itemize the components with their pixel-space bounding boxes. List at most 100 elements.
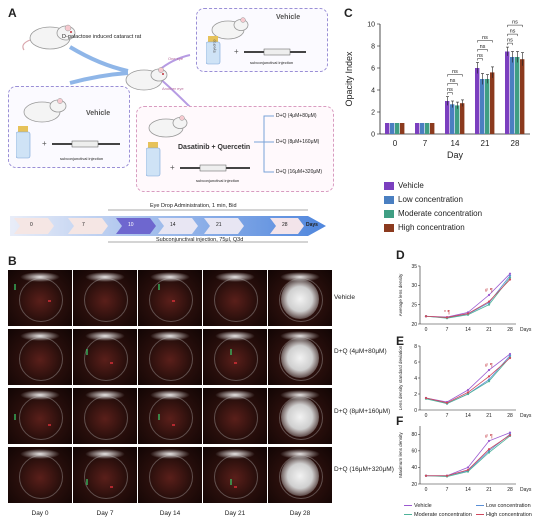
timeline-day-7: 7	[82, 222, 85, 228]
data-point	[487, 451, 491, 454]
photo-row-label-vehicle: Vehicle	[334, 294, 355, 301]
data-point	[424, 315, 428, 318]
y-tick-label: 4	[371, 88, 375, 95]
slit-lamp-photo	[268, 270, 332, 326]
data-point	[508, 354, 512, 357]
panel-label-f: F	[396, 414, 404, 428]
slit-lamp-photo	[203, 270, 267, 326]
y-tick-label: 2	[371, 110, 375, 117]
y-tick-label: 60	[411, 449, 417, 455]
line-legend-item: Moderate concentration	[404, 512, 472, 518]
x-tick-label: 7	[446, 487, 449, 493]
panel-label-b: B	[8, 254, 17, 268]
line-legend-label: High concentration	[486, 512, 532, 518]
significance-bracket	[507, 33, 518, 37]
slit-lamp-photo	[8, 388, 72, 444]
significance-bracket	[447, 74, 463, 77]
panel-label-a: A	[8, 6, 17, 20]
series-line	[425, 357, 511, 404]
legend-label: Vehicle	[398, 181, 424, 190]
bar	[515, 57, 520, 134]
photo-col-label-day21: Day 21	[224, 510, 246, 517]
data-point	[424, 396, 428, 400]
series-line	[425, 355, 511, 405]
legend-label: Moderate concentration	[398, 209, 483, 218]
y-tick-label: 8	[414, 344, 417, 350]
significance-mark: ¶	[490, 363, 493, 369]
x-tick-label: 21	[486, 487, 492, 493]
data-point	[508, 278, 512, 281]
slit-lamp-photo	[8, 447, 72, 503]
another-eye-label: Another eye	[162, 86, 184, 91]
x-axis-label: Day	[447, 150, 464, 160]
line-legend-label: Vehicle	[414, 503, 432, 509]
x-tick-label: 28	[507, 327, 513, 333]
x-tick-label: 7	[423, 139, 428, 148]
svg-text:+: +	[170, 163, 175, 172]
maximum-lens-density-chart: 20 40 60 80 Maximum lens density 0 7 14 21 28 Days…	[398, 426, 532, 493]
data-point	[487, 380, 491, 383]
y-tick-label: 8	[371, 44, 375, 51]
data-point	[487, 300, 491, 303]
significance-label: ns	[482, 35, 488, 41]
eyedrop-and-syringe-right: +	[206, 36, 306, 65]
data-point	[508, 272, 512, 275]
bar	[445, 101, 450, 134]
data-point	[466, 466, 470, 469]
bar	[430, 123, 435, 134]
x-tick-label: 14	[465, 327, 471, 333]
rat-illustration-right	[211, 17, 249, 40]
legend-swatch	[384, 210, 394, 218]
timeline-day-10: 10	[128, 222, 134, 228]
significance-label: ns	[452, 69, 458, 75]
rat-illustration-treatment	[148, 115, 188, 138]
x-tick-label: 21	[481, 139, 490, 148]
y-tick-label: 0	[371, 132, 375, 139]
one-eye-label: One eye	[168, 56, 184, 61]
significance-label: ns	[450, 78, 456, 84]
line-legend-label: Moderate concentration	[414, 512, 472, 518]
line-legend-label: Low concentration	[486, 503, 531, 509]
rat-illustration-left	[23, 98, 67, 123]
line-legend-swatch	[404, 514, 412, 516]
x-axis-label: Days	[520, 413, 532, 419]
timeline-day-0: 0	[30, 222, 33, 228]
subconj-label-left: subconjunctival injection	[60, 156, 104, 161]
y-tick-label: 80	[411, 432, 417, 438]
bar	[485, 79, 490, 134]
slit-lamp-photo	[268, 447, 332, 503]
significance-label: ns	[477, 53, 483, 59]
x-tick-label: 7	[446, 413, 449, 419]
legend-label: High concentration	[398, 223, 465, 232]
data-point	[466, 391, 470, 394]
photo-col-label-day7: Day 7	[96, 510, 114, 517]
x-tick-label: 0	[425, 327, 428, 333]
y-tick-label: 10	[367, 22, 375, 29]
photo-row-label-moderate: D+Q (8μM+160μM)	[334, 408, 391, 415]
data-point	[487, 448, 491, 451]
significance-bracket	[477, 49, 488, 52]
panel-label-d: D	[396, 248, 405, 262]
slit-lamp-photo	[138, 447, 202, 503]
photo-col-label-day0: Day 0	[31, 510, 49, 517]
slit-lamp-photo	[73, 270, 137, 326]
slit-lamp-photo	[8, 329, 72, 385]
x-tick-label: 28	[511, 139, 520, 148]
dose-low: D+Q (4μM+80μM)	[276, 113, 317, 119]
x-axis-label: Days	[520, 487, 532, 493]
data-point	[466, 392, 470, 396]
dose-arrows	[254, 115, 274, 173]
y-tick-label: 0	[414, 408, 417, 414]
x-tick-label: 7	[446, 327, 449, 333]
data-point	[487, 293, 491, 297]
slit-lamp-photo	[268, 329, 332, 385]
vehicle-box-left-title: Vehicle	[86, 110, 111, 117]
photo-row-label-high: D+Q (16μM+320μM)	[334, 466, 394, 473]
dose-moderate: D+Q (8μM+160μM)	[276, 139, 320, 145]
x-tick-label: 0	[393, 139, 398, 148]
line-legend-item: Low concentration	[476, 503, 531, 509]
x-tick-label: 14	[465, 487, 471, 493]
eyedrop-label-right: Eyedrop	[212, 39, 217, 53]
photo-col-label-day28: Day 28	[289, 510, 311, 517]
slit-lamp-photo	[203, 329, 267, 385]
